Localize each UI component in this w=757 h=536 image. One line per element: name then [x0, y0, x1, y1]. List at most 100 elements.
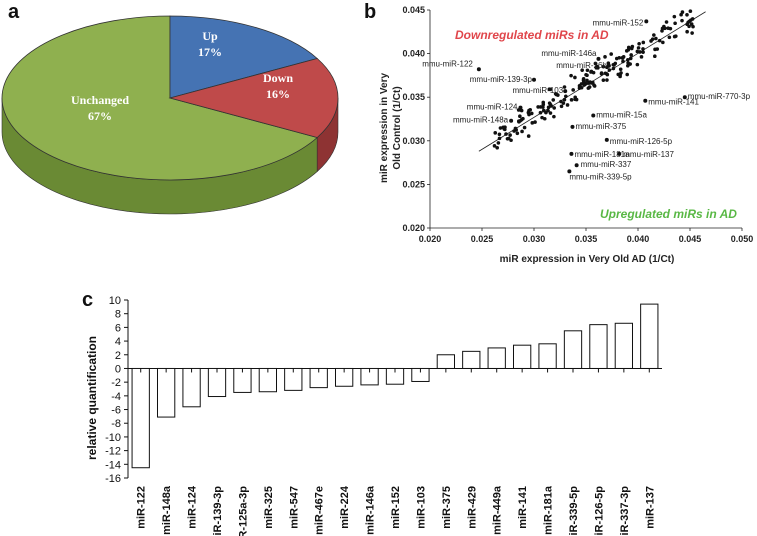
scatter-point — [609, 52, 613, 56]
scatter-point — [626, 45, 631, 50]
scatter-point — [628, 62, 632, 66]
scatter-x-tick-label: 0.025 — [471, 234, 494, 244]
bar-category-label: miR-547 — [288, 486, 300, 529]
scatter-point — [552, 114, 556, 119]
scatter-point — [492, 144, 497, 148]
scatter-point — [601, 78, 606, 82]
scatter-point — [653, 54, 657, 59]
scatter-labeled-point — [606, 63, 611, 68]
scatter-labeled-point — [604, 137, 609, 142]
scatter-labeled-point — [532, 77, 536, 82]
bar-y-tick-label: 8 — [115, 309, 121, 321]
scatter-point — [666, 26, 670, 30]
scatter-point — [579, 82, 584, 86]
scatter-point — [508, 133, 512, 137]
bar — [538, 343, 557, 369]
scatter-point — [527, 108, 531, 113]
scatter-point — [520, 129, 524, 134]
bar-category-label: miR-103 — [415, 486, 427, 529]
scatter-labeled-point — [509, 118, 514, 123]
scatter-point — [657, 38, 662, 43]
scatter-point — [526, 134, 531, 138]
scatter-point — [515, 131, 520, 136]
scatter-point — [579, 85, 584, 90]
bar — [462, 350, 481, 369]
bar-category-label: miR-375 — [441, 486, 453, 529]
scatter-point — [587, 85, 592, 89]
scatter-point — [497, 132, 502, 137]
pie-pct-down: 16% — [266, 87, 290, 101]
scatter-y-tick-label: 0.025 — [402, 179, 425, 189]
scatter-point — [496, 141, 501, 145]
scatter-point — [582, 83, 587, 87]
scatter-labeled-point — [570, 124, 575, 129]
bar-y-tick-label: -8 — [111, 418, 121, 430]
bar-y-tick-label: -2 — [111, 377, 121, 389]
bar-category-label: miR-125a-3p — [237, 486, 249, 536]
scatter-labeled-point — [518, 105, 523, 110]
bar-y-tick-label: 0 — [115, 363, 121, 375]
bar-category-label: miR-124 — [187, 485, 199, 529]
scatter-point — [544, 110, 548, 115]
scatter-point-label: mmu-miR-337 — [581, 160, 632, 169]
scatter-point — [548, 111, 553, 115]
bar-category-label: miR-325 — [263, 486, 275, 529]
scatter-point — [688, 9, 693, 14]
pie-chart: Unchanged 67% Up 17% Down 16% — [1, 15, 339, 215]
scatter-labeled-point — [596, 56, 601, 61]
scatter-point — [562, 85, 567, 89]
pie-label-up: Up — [202, 29, 218, 43]
bar — [614, 322, 634, 369]
scatter-point — [629, 53, 633, 57]
scatter-point-label: mmu-miR-770-3p — [688, 92, 751, 101]
scatter-y-tick-label: 0.030 — [402, 136, 425, 146]
bar-category-label: miR-449a — [492, 485, 504, 535]
scatter-point — [592, 84, 597, 88]
pie-slice-unchanged — [1, 15, 319, 181]
scatter-point — [498, 126, 503, 130]
scatter-point-label: mmu-miR-181a — [574, 150, 630, 159]
scatter-point — [551, 98, 556, 102]
scatter-point — [589, 69, 594, 74]
bar-y-tick-label: -16 — [105, 473, 121, 485]
scatter-point — [685, 12, 689, 17]
bar-category-label: miR-339-5p — [568, 486, 580, 536]
scatter-y-tick-label: 0.020 — [402, 223, 425, 233]
bar-y-tick-label: 2 — [115, 350, 121, 362]
scatter-point-label: mmu-miR-137 — [623, 150, 674, 159]
scatter-point-label: mmu-miR-15a — [596, 111, 647, 120]
scatter-y-tick-label: 0.040 — [402, 49, 425, 59]
panel-label-c: c — [82, 289, 93, 311]
bar-category-label: miR-152 — [390, 486, 402, 529]
scatter-point — [685, 22, 689, 27]
scatter-x-axis-label: miR expression in Very Old AD (1/Ct) — [500, 254, 675, 265]
scatter-labeled-point — [569, 151, 574, 156]
bar — [436, 354, 456, 369]
bar-category-label: miR-141 — [517, 486, 529, 529]
bar-y-tick-label: -4 — [111, 391, 121, 403]
scatter-point — [571, 88, 575, 92]
bar — [589, 324, 608, 369]
scatter-point — [635, 62, 640, 67]
scatter-point — [542, 116, 547, 121]
scatter-point — [529, 111, 534, 116]
bar — [512, 344, 532, 369]
bar-y-tick-label: -12 — [105, 446, 121, 458]
scatter-point — [548, 87, 553, 92]
bar-category-label: miR-181a — [543, 485, 555, 535]
scatter-point — [661, 40, 665, 45]
scatter-point-label: mmu-miR-146a — [541, 49, 597, 58]
pie-label-down: Down — [263, 71, 293, 85]
scatter-point-label: mmu-miR-139-3p — [470, 75, 533, 84]
scatter-point — [559, 99, 563, 104]
scatter-point — [588, 80, 592, 84]
scatter-point — [573, 75, 577, 80]
scatter-point — [626, 57, 630, 62]
pie-label-unchanged: Unchanged — [71, 93, 129, 107]
scatter-chart: Downregulated miRs in AD Upregulated miR… — [379, 5, 753, 265]
scatter-point — [621, 59, 625, 64]
scatter-point — [504, 132, 508, 136]
scatter-point — [573, 95, 578, 100]
scatter-labeled-point — [682, 95, 687, 100]
scatter-point — [513, 126, 518, 131]
